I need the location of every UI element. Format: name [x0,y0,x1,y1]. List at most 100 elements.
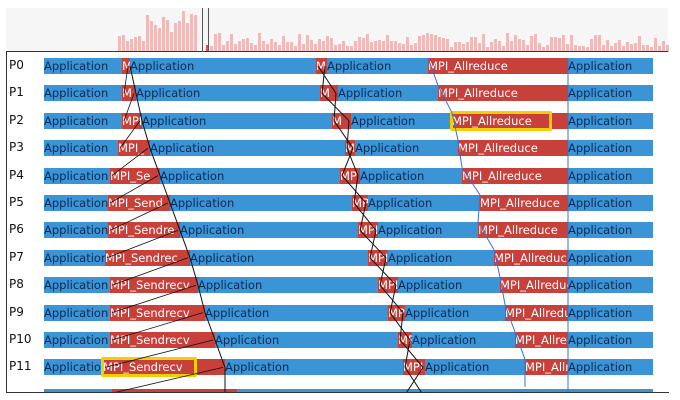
application-event[interactable]: Application [378,222,478,239]
histogram-bar [346,45,349,52]
application-event[interactable]: Application [160,167,340,184]
mpi-event[interactable]: MPI_Allreduce [480,195,568,211]
application-event[interactable]: Application [44,140,118,157]
application-event[interactable]: Application [388,249,494,266]
application-event[interactable]: Application [44,58,122,74]
application-event[interactable]: Application [568,277,653,294]
application-event[interactable]: Application [398,277,500,294]
mpi-event[interactable]: MPI [398,332,412,348]
histogram-bar [442,38,445,52]
application-event[interactable]: Application [130,58,316,74]
histogram-bar [310,40,313,52]
histogram-bar [402,43,405,52]
mpi-event[interactable]: MPI_Allreduce [458,140,568,157]
application-event[interactable]: Application [142,112,332,129]
mpi-event[interactable]: M [345,140,355,157]
application-event[interactable]: Application [568,58,653,74]
histogram-bar [522,40,525,52]
histogram-bar [550,37,553,52]
histogram-bar [278,44,281,52]
histogram-bar [502,45,505,52]
mpi-event[interactable]: MPI_Allreduce [505,304,568,321]
mpi-event[interactable]: MPI_Allreduce [428,58,568,74]
application-event[interactable]: Application [44,195,108,211]
time-cursor[interactable] [202,8,209,52]
application-event[interactable]: Application [225,359,403,376]
mpi-event[interactable]: MPI_Allreduce [452,112,568,129]
message-line [123,65,129,94]
mpi-event[interactable]: MPI_ [118,140,150,157]
application-event[interactable]: Application [44,277,110,294]
application-event[interactable]: Application [568,167,653,184]
mpi-event[interactable]: MPI_Allreduce [500,277,568,294]
mpi-event[interactable]: MPI_Allreduce [515,332,568,348]
application-event[interactable]: Application [180,222,358,239]
histogram-bar [370,42,373,52]
histogram-bar [574,44,577,52]
application-event[interactable] [44,389,653,392]
highlighted-event[interactable] [101,357,197,378]
mpi-event[interactable]: MPI_Sendre [108,222,180,239]
application-event[interactable]: Application [215,332,398,348]
mpi-event[interactable] [112,389,237,392]
application-event[interactable]: Application [568,304,653,321]
event-timeline[interactable]: P0ApplicationMApplicationMApplicationMPI… [6,52,669,393]
message-line [123,93,135,121]
application-event[interactable]: Application [44,112,122,129]
message-line [477,194,481,223]
application-event[interactable]: Application [44,332,110,348]
mpi-event[interactable]: MPI_Se [110,167,160,184]
message-line [111,312,204,341]
histogram-bar [166,19,169,52]
activity-histogram[interactable] [6,8,669,52]
application-event[interactable]: Application [44,304,110,321]
application-event[interactable]: Application [44,85,122,102]
highlighted-event[interactable] [450,110,552,131]
mpi-event[interactable]: MPI_Allreduce [478,222,568,239]
application-event[interactable]: Application [190,249,368,266]
histogram-bar [642,45,645,52]
application-event[interactable]: Application [44,359,103,376]
application-event[interactable]: Application [568,85,653,102]
mpi-event[interactable]: MPI_Allreduce [462,167,568,184]
application-event[interactable]: Application [568,140,653,157]
histogram-bar [546,44,549,52]
application-event[interactable]: Application [568,112,653,129]
mpi-event[interactable]: MPI_Sendrecv [110,304,205,321]
application-event[interactable]: Application [405,304,505,321]
histogram-bar [210,46,213,52]
mpi-event[interactable]: MPI_Sendrecv [110,277,198,294]
application-event[interactable]: Application [568,222,653,239]
application-event[interactable]: Application [355,140,458,157]
application-event[interactable]: Application [205,304,388,321]
mpi-event[interactable]: MPI_Sendrec [105,249,190,266]
application-event[interactable]: Application [327,58,428,74]
application-event[interactable]: Application [568,332,653,348]
application-event[interactable]: Application [150,140,345,157]
mpi-event[interactable]: M [122,58,130,74]
mpi-event[interactable]: MPI_Send [108,195,170,211]
mpi-event[interactable]: MPI_Allreduce [494,249,568,266]
application-event[interactable]: Application [44,222,108,239]
application-event[interactable]: Application [44,249,105,266]
application-event[interactable]: Application [136,85,320,102]
mpi-event[interactable]: MP [352,195,368,211]
application-event[interactable]: Application [360,167,462,184]
histogram-bar [358,37,361,52]
application-event[interactable]: Application [44,167,110,184]
mpi-event[interactable]: MPI_Allreduce [525,359,568,376]
application-event[interactable]: Application [568,359,653,376]
message-line [341,175,367,204]
application-event[interactable]: Application [568,249,653,266]
mpi-event[interactable]: MPI_Allreduce [438,85,568,102]
application-event[interactable]: Application [351,112,452,129]
application-event[interactable]: Application [198,277,378,294]
application-event[interactable]: Application [368,195,480,211]
application-event[interactable]: Application [170,195,352,211]
mpi-event[interactable]: MPI_Sendrecv [110,332,215,348]
application-event[interactable]: Application [425,359,525,376]
application-event[interactable]: Application [412,332,515,348]
application-event[interactable]: Application [338,85,438,102]
mpi-event[interactable]: M [316,58,327,74]
application-event[interactable]: Application [568,195,653,211]
